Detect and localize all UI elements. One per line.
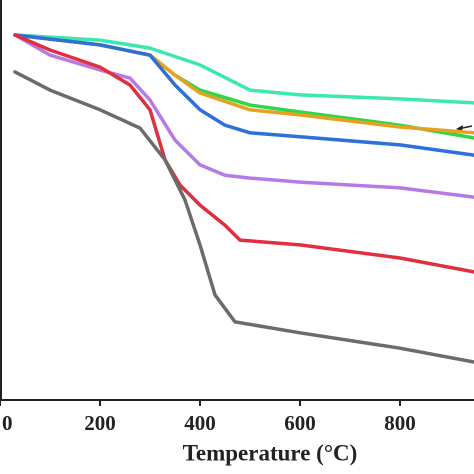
x-tick-label: 400 [184,411,216,435]
arrow [456,125,473,131]
line-series [13,33,474,105]
x-tick-label: 600 [284,411,316,435]
line-series [13,33,474,135]
x-tick-label: 200 [84,411,116,435]
line-series [13,33,474,157]
line-series [13,33,474,274]
line-series [13,33,474,199]
x-tick-label: 800 [384,411,416,435]
line-series [13,70,474,364]
x-tick-label: 0 [2,411,13,435]
x-axis-title: Temperature (°C) [183,440,358,465]
